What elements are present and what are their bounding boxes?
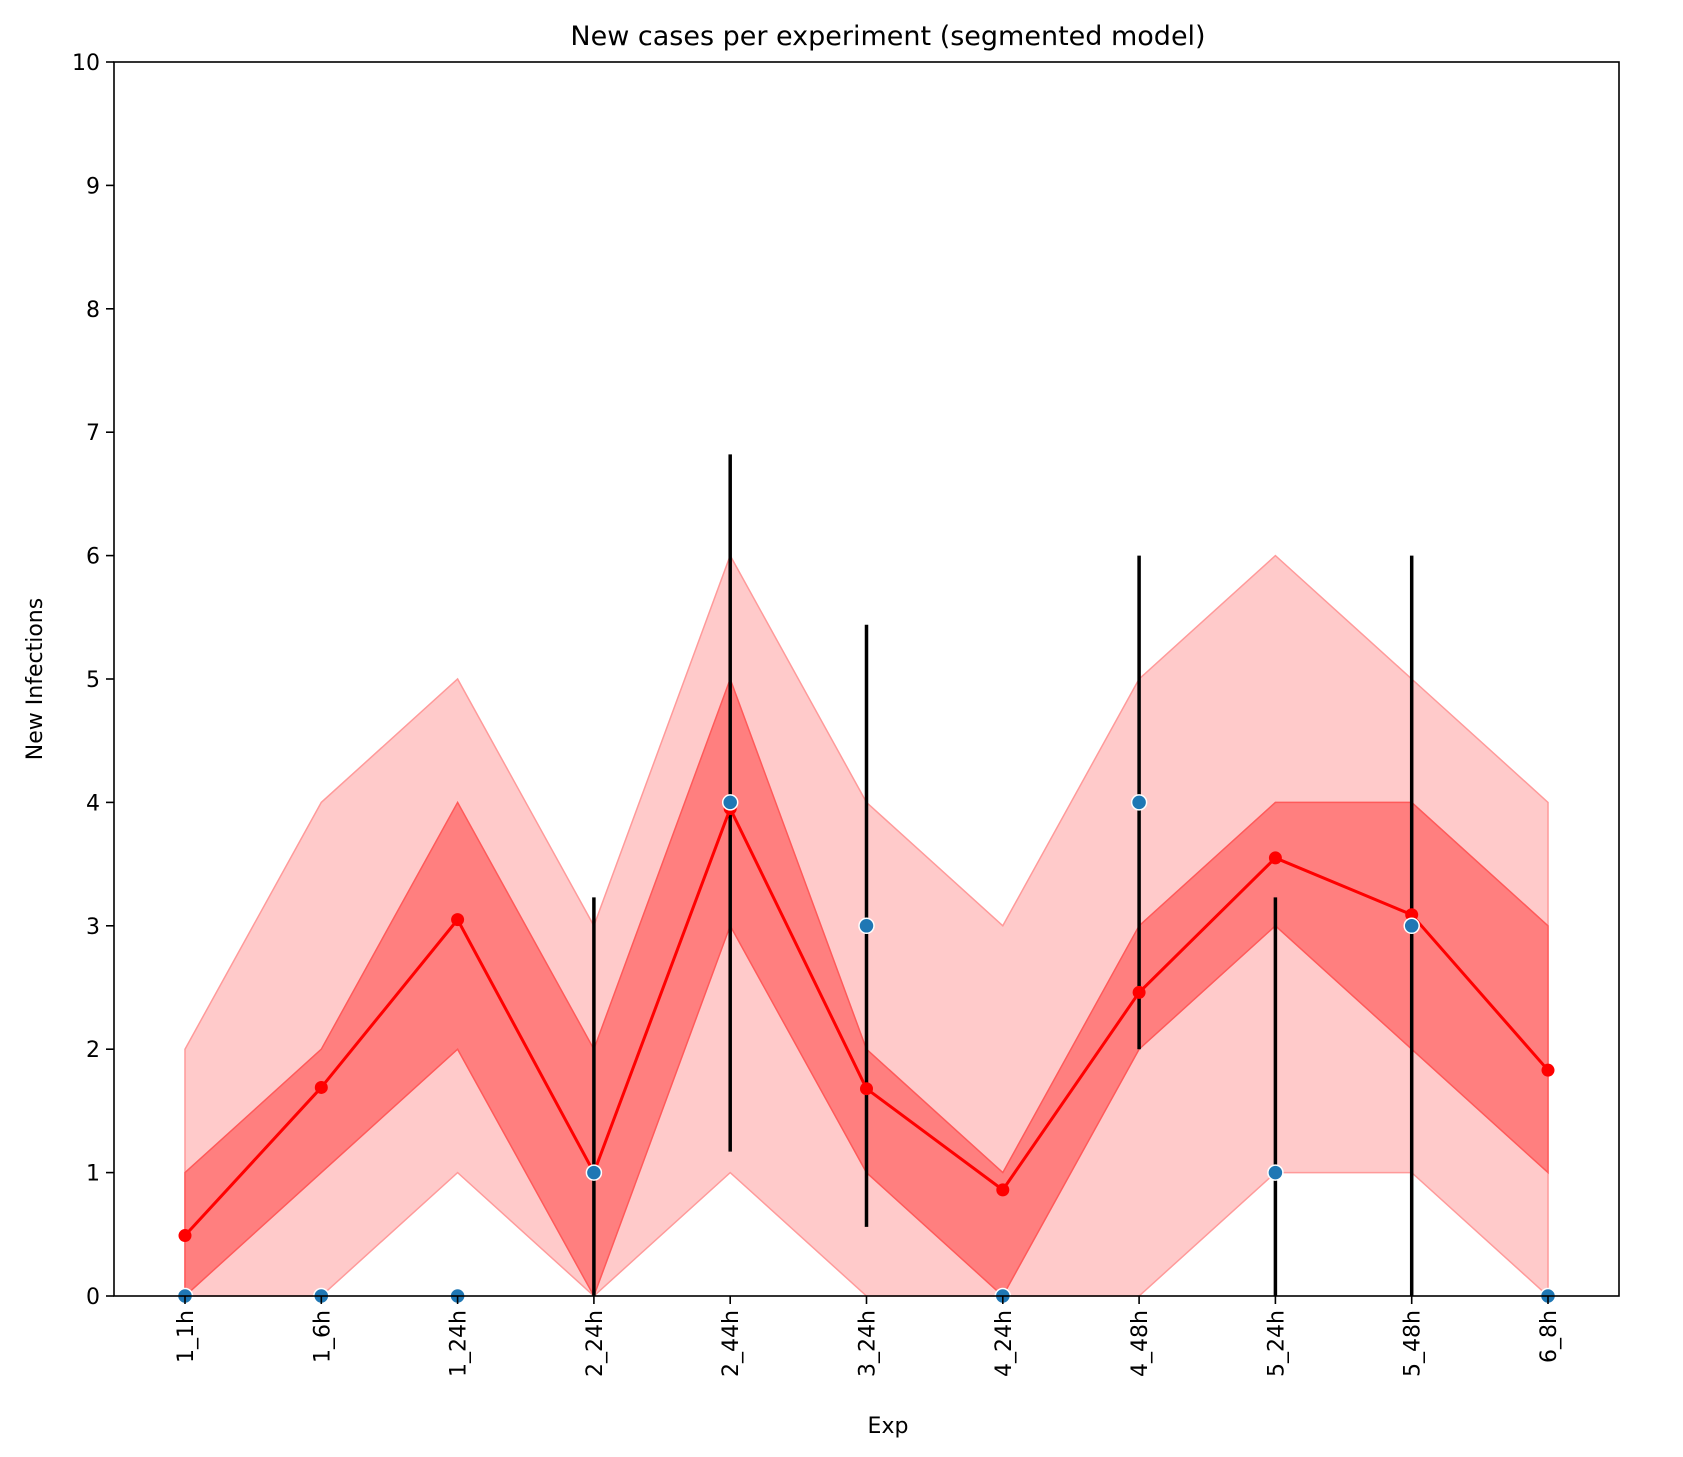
model-point-1_6h bbox=[314, 1080, 328, 1094]
x-tick-label: 2_24h bbox=[583, 1310, 608, 1377]
model-point-4_48h bbox=[1132, 985, 1146, 999]
model-point-5_24h bbox=[1268, 851, 1282, 865]
chart-title: New cases per experiment (segmented mode… bbox=[570, 21, 1205, 52]
x-tick-label: 1_1h bbox=[174, 1310, 199, 1363]
y-axis: 0 1 2 3 4 5 6 7 8 9 10 bbox=[72, 51, 114, 1310]
inner-band-layer bbox=[184, 676, 1549, 1298]
observed-point-5_48h bbox=[1403, 917, 1420, 935]
observed-point-5_24h bbox=[1267, 1164, 1284, 1181]
y-tick-label: 2 bbox=[86, 1038, 100, 1063]
x-tick-label: 4_48h bbox=[1128, 1310, 1153, 1377]
observed-point-4_48h bbox=[1130, 794, 1148, 811]
model-point-3_24h bbox=[860, 1082, 873, 1096]
x-tick-label: 2_44h bbox=[719, 1310, 744, 1377]
y-tick-label: 8 bbox=[86, 298, 100, 323]
x-tick-label: 4_24h bbox=[992, 1310, 1017, 1377]
y-tick-label: 10 bbox=[72, 51, 100, 76]
y-tick-label: 1 bbox=[86, 1162, 100, 1187]
model-point-1_1h bbox=[178, 1229, 192, 1243]
observed-point-2_24h bbox=[585, 1164, 603, 1181]
model-point-6_8h bbox=[1541, 1063, 1555, 1077]
x-tick-label: 3_24h bbox=[856, 1310, 881, 1377]
x-tick-label: 5_24h bbox=[1264, 1310, 1289, 1377]
x-axis-label: Exp bbox=[868, 1414, 909, 1439]
observed-point-3_24h bbox=[858, 917, 875, 935]
y-tick-label: 7 bbox=[86, 421, 100, 446]
y-axis-label: New Infections bbox=[23, 598, 48, 760]
x-tick-label: 6_8h bbox=[1537, 1310, 1562, 1363]
inner-band bbox=[184, 676, 1549, 1298]
model-point-5_48h bbox=[1405, 908, 1419, 922]
y-tick-label: 5 bbox=[86, 668, 100, 693]
y-tick-label: 6 bbox=[86, 545, 100, 570]
observed-point-2_44h bbox=[721, 794, 739, 811]
y-tick-label: 4 bbox=[86, 791, 100, 816]
model-line-layer bbox=[178, 802, 1555, 1243]
x-tick-label: 1_24h bbox=[447, 1310, 472, 1377]
model-point-4_24h bbox=[996, 1183, 1010, 1197]
x-tick-label: 1_6h bbox=[310, 1310, 335, 1363]
y-tick-label: 3 bbox=[86, 915, 100, 940]
y-tick-label: 9 bbox=[86, 174, 100, 199]
x-axis: 1_1h 1_6h 1_24h 2_24h 2_44h 3_24h 4_24h 4_48h 5_… bbox=[174, 1296, 1562, 1377]
y-tick-label: 0 bbox=[86, 1285, 100, 1310]
model-point-1_24h bbox=[451, 913, 465, 927]
x-tick-label: 5_48h bbox=[1401, 1310, 1426, 1377]
